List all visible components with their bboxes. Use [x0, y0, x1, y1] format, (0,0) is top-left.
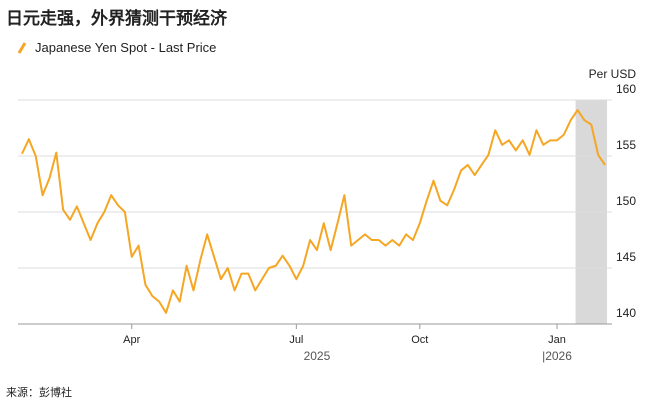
y-tick-label: 140 — [616, 306, 636, 320]
year-label: |2026 — [542, 349, 572, 363]
price-line — [21, 109, 606, 314]
x-tick-label: Oct — [411, 334, 428, 346]
y-tick-label: 145 — [616, 250, 636, 264]
y-tick-label: 160 — [616, 82, 636, 96]
year-label: 2025 — [304, 349, 331, 363]
y-unit: Per USD — [589, 67, 637, 81]
source: 来源：彭博社 — [6, 385, 72, 399]
chart-title: 日元走强，外界猜测干预经济 — [6, 8, 228, 28]
x-tick-label: Jul — [289, 334, 303, 346]
legend-label: Japanese Yen Spot - Last Price — [35, 40, 216, 55]
x-tick-label: Jan — [548, 334, 566, 346]
legend-swatch — [17, 42, 27, 54]
y-tick-label: 150 — [616, 194, 636, 208]
x-tick-label: Apr — [123, 334, 140, 346]
y-tick-label: 155 — [616, 138, 636, 152]
